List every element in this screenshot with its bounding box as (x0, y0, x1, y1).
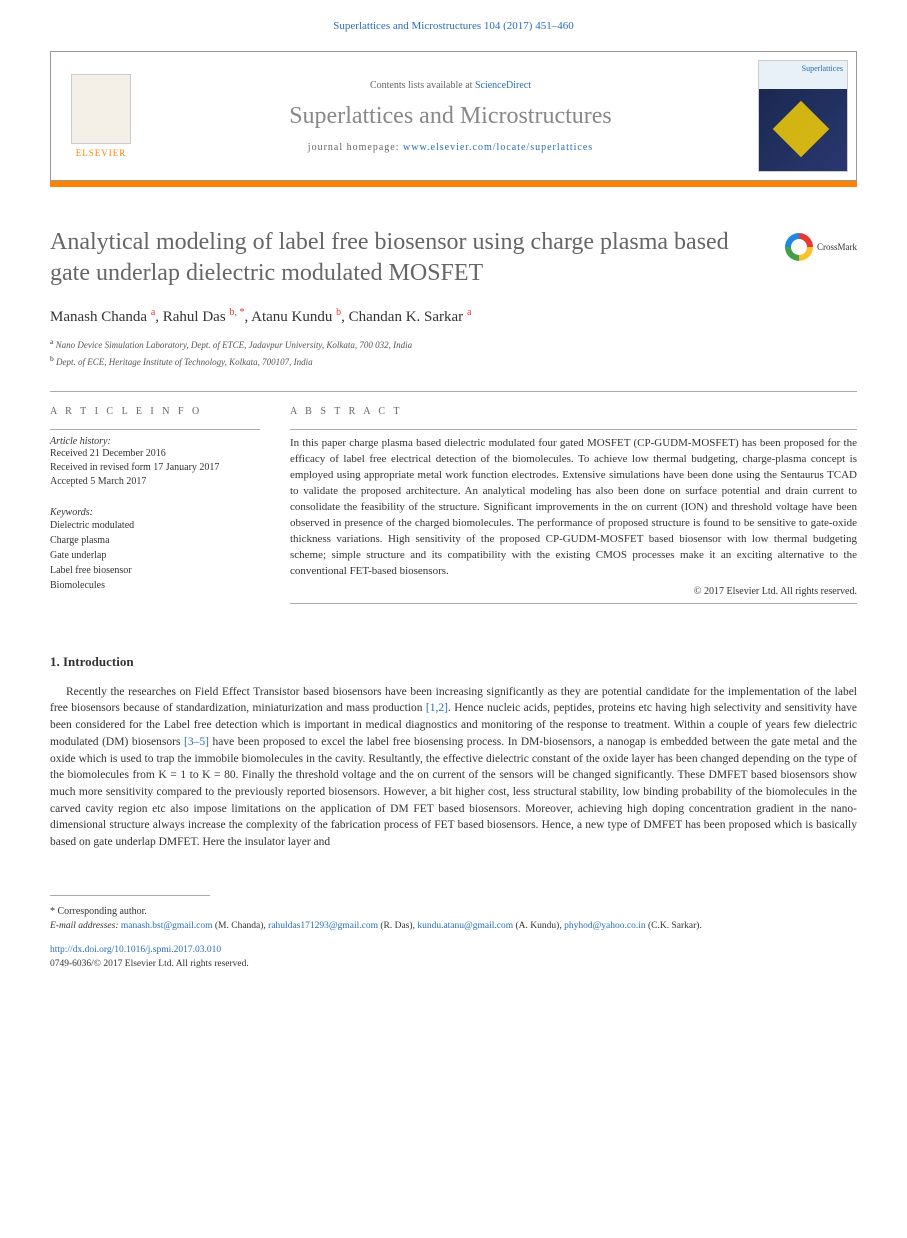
affiliation-item: a Nano Device Simulation Laboratory, Dep… (50, 336, 857, 353)
history-item: Received in revised form 17 January 2017 (50, 461, 260, 475)
issn-line: 0749-6036/© 2017 Elsevier Ltd. All right… (50, 957, 857, 971)
history-label: Article history: (50, 436, 260, 447)
homepage-line: journal homepage: www.elsevier.com/locat… (308, 142, 593, 153)
footer: * Corresponding author. E-mail addresses… (0, 904, 907, 992)
crossmark-icon (785, 233, 813, 261)
author-link[interactable]: Chandan K. Sarkar (349, 309, 464, 325)
doi-link[interactable]: http://dx.doi.org/10.1016/j.spmi.2017.03… (50, 945, 221, 955)
crossmark-label: CrossMark (817, 242, 857, 252)
homepage-url[interactable]: www.elsevier.com/locate/superlattices (403, 142, 593, 153)
header-citation: Superlattices and Microstructures 104 (2… (333, 20, 573, 32)
keyword-item: Gate underlap (50, 548, 260, 563)
author-link[interactable]: Atanu Kundu (251, 309, 332, 325)
article-title: Analytical modeling of label free biosen… (50, 227, 765, 289)
abstract-end-divider (290, 603, 857, 604)
info-divider (50, 429, 260, 430)
keyword-item: Dielectric modulated (50, 518, 260, 533)
body-paragraph: Recently the researches on Field Effect … (50, 684, 857, 851)
email-addresses: E-mail addresses: manash.bst@gmail.com (… (50, 919, 857, 933)
divider (50, 391, 857, 392)
article-info: A R T I C L E I N F O Article history: R… (50, 406, 260, 603)
doi-line: http://dx.doi.org/10.1016/j.spmi.2017.03… (50, 943, 857, 957)
keywords-label: Keywords: (50, 507, 260, 518)
email-link[interactable]: phyhod@yahoo.co.in (564, 921, 646, 931)
article-main: Analytical modeling of label free biosen… (0, 187, 907, 871)
ref-link[interactable]: [1,2] (426, 702, 448, 714)
abstract-divider (290, 429, 857, 430)
abstract-heading: A B S T R A C T (290, 406, 857, 417)
article-info-heading: A R T I C L E I N F O (50, 406, 260, 417)
title-row: Analytical modeling of label free biosen… (50, 227, 857, 289)
journal-masthead: ELSEVIER Contents lists available at Sci… (50, 51, 857, 181)
affiliations: a Nano Device Simulation Laboratory, Dep… (50, 336, 857, 369)
sciencedirect-link[interactable]: ScienceDirect (475, 80, 531, 91)
elsevier-tree-icon (71, 74, 131, 144)
affiliation-item: b Dept. of ECE, Heritage Institute of Te… (50, 353, 857, 370)
corresponding-author: * Corresponding author. (50, 904, 857, 919)
footer-divider (50, 895, 210, 896)
crossmark-badge[interactable]: CrossMark (785, 233, 857, 261)
contents-line: Contents lists available at ScienceDirec… (370, 80, 531, 91)
email-link[interactable]: manash.bst@gmail.com (121, 921, 213, 931)
email-link[interactable]: rahuldas171293@gmail.com (268, 921, 378, 931)
info-abstract-row: A R T I C L E I N F O Article history: R… (50, 406, 857, 603)
abstract-text: In this paper charge plasma based dielec… (290, 436, 857, 579)
email-link[interactable]: kundu.atanu@gmail.com (417, 921, 513, 931)
keyword-item: Biomolecules (50, 578, 260, 593)
journal-name: Superlattices and Microstructures (289, 103, 612, 130)
section-heading: 1. Introduction (50, 654, 857, 670)
author-link[interactable]: Manash Chanda (50, 309, 147, 325)
publisher-name: ELSEVIER (76, 148, 127, 158)
page-header: Superlattices and Microstructures 104 (2… (0, 0, 907, 41)
author-link[interactable]: Rahul Das (163, 309, 226, 325)
authors-list: Manash Chanda a, Rahul Das b, *, Atanu K… (50, 307, 857, 326)
homepage-prefix: journal homepage: (308, 142, 403, 153)
history-item: Received 21 December 2016 (50, 447, 260, 461)
cover-shape-icon (773, 101, 830, 158)
abstract-column: A B S T R A C T In this paper charge pla… (290, 406, 857, 603)
keyword-item: Label free biosensor (50, 563, 260, 578)
cover-title: Superlattices (759, 61, 847, 89)
journal-cover: Superlattices (758, 60, 848, 172)
ref-link[interactable]: [3–5] (184, 736, 209, 748)
history-item: Accepted 5 March 2017 (50, 475, 260, 489)
contents-prefix: Contents lists available at (370, 80, 475, 91)
masthead-center: Contents lists available at ScienceDirec… (151, 52, 750, 180)
abstract-copyright: © 2017 Elsevier Ltd. All rights reserved… (290, 586, 857, 597)
cover-image (759, 89, 847, 171)
keyword-item: Charge plasma (50, 533, 260, 548)
elsevier-logo: ELSEVIER (51, 52, 151, 180)
